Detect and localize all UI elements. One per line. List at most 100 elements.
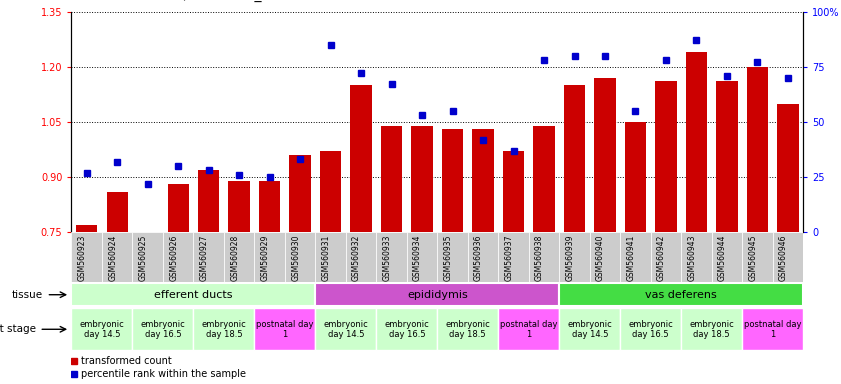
Bar (503, 151, 524, 232)
Bar (442, 129, 463, 232)
Bar (437, 232, 468, 282)
Text: tissue: tissue (12, 290, 43, 300)
Bar (315, 308, 376, 351)
Text: development stage: development stage (0, 324, 35, 334)
Bar (559, 308, 620, 351)
Text: embryonic
day 14.5: embryonic day 14.5 (324, 319, 368, 339)
Bar (559, 232, 590, 282)
Bar (254, 232, 285, 282)
Text: embryonic
day 16.5: embryonic day 16.5 (628, 319, 673, 339)
Bar (473, 129, 494, 232)
Text: GDS3862 / 1417710_at: GDS3862 / 1417710_at (114, 0, 275, 2)
Bar (376, 232, 407, 282)
Bar (711, 232, 742, 282)
Text: embryonic
day 16.5: embryonic day 16.5 (140, 319, 185, 339)
Bar (351, 85, 372, 232)
Bar (193, 308, 254, 351)
Text: postnatal day
1: postnatal day 1 (257, 319, 314, 339)
Text: GSM560931: GSM560931 (321, 235, 331, 281)
Bar (229, 181, 250, 232)
Bar (595, 78, 616, 232)
Bar (167, 184, 189, 232)
Text: GSM560924: GSM560924 (108, 235, 117, 281)
Bar (71, 283, 315, 306)
Bar (681, 308, 742, 351)
Bar (376, 308, 437, 351)
Text: GSM560928: GSM560928 (230, 235, 239, 281)
Text: GSM560925: GSM560925 (139, 235, 148, 281)
Bar (498, 308, 559, 351)
Text: GSM560933: GSM560933 (383, 235, 392, 281)
Bar (777, 104, 799, 232)
Text: GSM560942: GSM560942 (657, 235, 666, 281)
Text: percentile rank within the sample: percentile rank within the sample (81, 369, 246, 379)
Bar (773, 232, 803, 282)
Bar (498, 232, 529, 282)
Text: GSM560940: GSM560940 (596, 235, 605, 281)
Bar (620, 308, 681, 351)
Bar (651, 232, 681, 282)
Bar (655, 81, 677, 232)
Text: embryonic
day 14.5: embryonic day 14.5 (80, 319, 124, 339)
Bar (625, 122, 646, 232)
Bar (411, 126, 433, 232)
Text: GSM560939: GSM560939 (565, 235, 574, 281)
Bar (224, 232, 254, 282)
Text: GSM560945: GSM560945 (748, 235, 758, 281)
Text: GSM560929: GSM560929 (261, 235, 270, 281)
Bar (102, 232, 132, 282)
Text: GSM560936: GSM560936 (474, 235, 483, 281)
Text: embryonic
day 14.5: embryonic day 14.5 (568, 319, 612, 339)
Bar (717, 81, 738, 232)
Text: postnatal day
1: postnatal day 1 (744, 319, 801, 339)
Text: GSM560941: GSM560941 (627, 235, 636, 281)
Bar (315, 232, 346, 282)
Bar (685, 52, 707, 232)
Text: GSM560944: GSM560944 (718, 235, 727, 281)
Text: embryonic
day 16.5: embryonic day 16.5 (384, 319, 429, 339)
Text: embryonic
day 18.5: embryonic day 18.5 (446, 319, 490, 339)
Text: GSM560946: GSM560946 (779, 235, 788, 281)
Bar (381, 126, 402, 232)
Bar (289, 155, 311, 232)
Bar (437, 308, 498, 351)
Bar (407, 232, 437, 282)
Bar (559, 283, 803, 306)
Text: GSM560934: GSM560934 (413, 235, 422, 281)
Bar (107, 192, 128, 232)
Bar (163, 232, 193, 282)
Bar (133, 308, 193, 351)
Text: efferent ducts: efferent ducts (154, 290, 233, 300)
Text: GSM560932: GSM560932 (352, 235, 361, 281)
Text: GSM560935: GSM560935 (443, 235, 452, 281)
Bar (133, 232, 163, 282)
Bar (747, 67, 768, 232)
Text: GSM560938: GSM560938 (535, 235, 544, 281)
Text: postnatal day
1: postnatal day 1 (500, 319, 558, 339)
Text: GSM560927: GSM560927 (199, 235, 209, 281)
Bar (76, 225, 98, 232)
Bar (742, 308, 803, 351)
Text: GSM560930: GSM560930 (291, 235, 300, 281)
Bar (254, 308, 315, 351)
Bar (620, 232, 651, 282)
Bar (71, 232, 102, 282)
Bar (285, 232, 315, 282)
Bar (71, 308, 133, 351)
Text: GSM560923: GSM560923 (77, 235, 87, 281)
Text: transformed count: transformed count (81, 356, 172, 366)
Bar (681, 232, 711, 282)
Text: embryonic
day 18.5: embryonic day 18.5 (690, 319, 734, 339)
Text: vas deferens: vas deferens (645, 290, 717, 300)
Bar (346, 232, 377, 282)
Bar (193, 232, 224, 282)
Bar (529, 232, 559, 282)
Text: embryonic
day 18.5: embryonic day 18.5 (202, 319, 246, 339)
Bar (320, 151, 341, 232)
Bar (259, 181, 280, 232)
Text: GSM560926: GSM560926 (169, 235, 178, 281)
Text: GSM560943: GSM560943 (687, 235, 696, 281)
Bar (533, 126, 555, 232)
Bar (590, 232, 621, 282)
Bar (315, 283, 559, 306)
